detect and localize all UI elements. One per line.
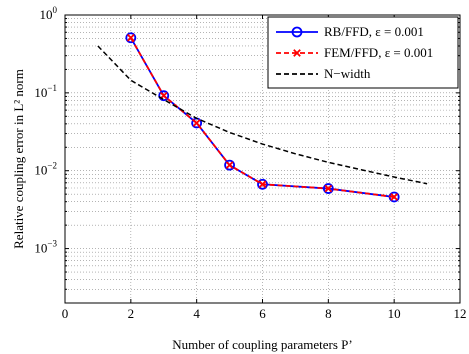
x-tick-label: 12: [454, 306, 467, 321]
y-axis-label: Relative coupling error in L² norm: [11, 69, 26, 249]
series-point-0: [158, 90, 170, 102]
series-point-0: [322, 183, 334, 194]
x-tick-label: 0: [62, 306, 69, 321]
y-tick-label: 10−1: [34, 83, 57, 100]
series-point-0: [125, 32, 137, 44]
series-line-2: [97, 45, 428, 185]
series-point-1: [390, 193, 399, 201]
series-point-1: [324, 184, 333, 193]
x-axis-label: Number of coupling parameters P’: [172, 337, 353, 352]
x-tick-label: 10: [388, 306, 401, 321]
y-tick-label: 10−2: [34, 161, 57, 178]
x-tick-label: 2: [128, 306, 135, 321]
series-2: [97, 45, 428, 185]
series-point-0: [257, 178, 268, 190]
legend: RB/FFD, ε = 0.001 FEM/FFD, ε = 0.001 N−wid…: [267, 16, 459, 89]
x-tick-label: 6: [259, 306, 266, 321]
series-point-0: [224, 159, 235, 171]
legend-label-0: RB/FFD, ε = 0.001: [324, 24, 424, 39]
y-tick-label: 100: [40, 5, 58, 22]
series-point-1: [192, 119, 201, 127]
legend-marker-1: [293, 49, 301, 57]
series-point-1: [126, 33, 135, 42]
legend-marker-0: [291, 26, 303, 38]
y-tick-label: 10−3: [34, 239, 57, 256]
legend-label-2: N−width: [324, 66, 371, 81]
legend-label-1: FEM/FFD, ε = 0.001: [324, 45, 433, 60]
tick-layer: 0 2 4 6 8 10 12 10−3 10−2 10−1 100: [34, 5, 466, 321]
series-point-1: [225, 161, 234, 169]
series-1: [126, 33, 399, 201]
series-layer: [97, 32, 428, 203]
x-tick-label: 4: [193, 306, 200, 321]
x-tick-label: 8: [325, 306, 332, 321]
series-point-1: [258, 180, 267, 189]
